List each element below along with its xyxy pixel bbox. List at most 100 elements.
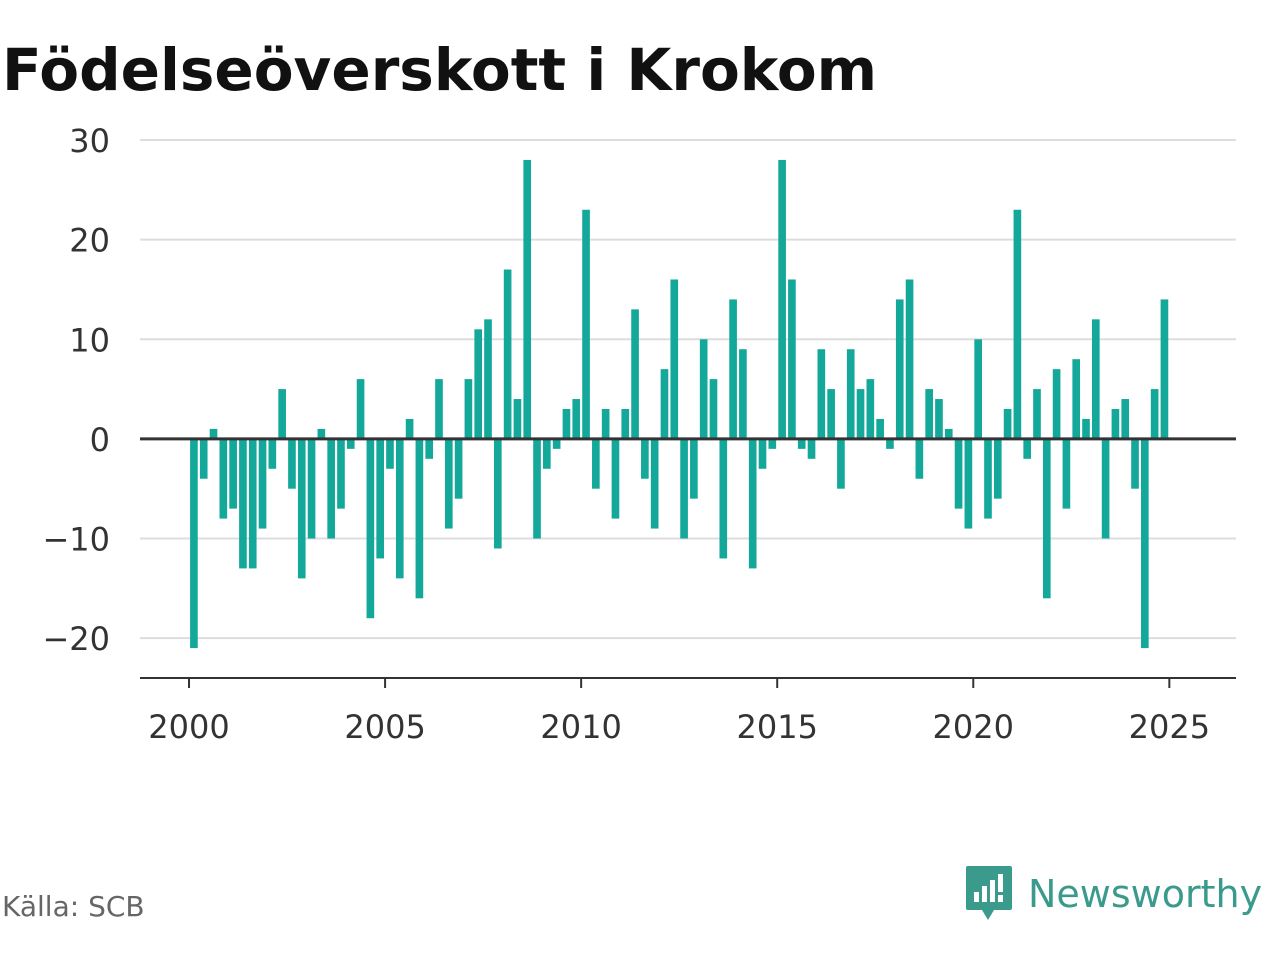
bar xyxy=(1033,389,1041,439)
bar xyxy=(543,438,551,469)
bar xyxy=(817,349,826,439)
bar xyxy=(474,329,483,439)
bar xyxy=(552,438,561,449)
bar xyxy=(788,279,796,439)
bar xyxy=(709,379,718,439)
bar xyxy=(1150,389,1159,439)
bar xyxy=(925,389,933,439)
bar xyxy=(1072,359,1081,439)
bar xyxy=(190,438,198,649)
y-tick-label: 10 xyxy=(69,321,110,359)
bar xyxy=(660,369,669,439)
bar xyxy=(758,438,767,469)
bar xyxy=(974,339,982,439)
newsworthy-logo-icon xyxy=(966,866,1012,920)
bar xyxy=(1111,409,1120,439)
bar xyxy=(582,209,590,439)
bar xyxy=(719,438,728,559)
bar xyxy=(954,438,963,509)
bar xyxy=(327,438,335,539)
bar xyxy=(690,438,698,499)
bar xyxy=(425,438,434,459)
bar xyxy=(454,438,463,499)
x-tick-label: 2015 xyxy=(736,708,817,746)
bar xyxy=(729,299,737,439)
bar xyxy=(405,418,414,439)
bar xyxy=(1023,438,1032,459)
bar xyxy=(797,438,806,449)
bar xyxy=(611,438,620,519)
bar xyxy=(866,379,875,439)
bar xyxy=(533,438,541,539)
bar xyxy=(876,418,884,439)
bar xyxy=(680,438,688,539)
y-axis-tick-labels: 30 20 10 0 −10 −20 xyxy=(42,122,110,658)
bar xyxy=(621,409,630,439)
x-tick-label: 2010 xyxy=(540,708,621,746)
bar xyxy=(1052,369,1061,439)
y-tick-label: −10 xyxy=(42,521,110,559)
bar xyxy=(699,339,708,439)
bar xyxy=(905,279,914,439)
bar xyxy=(209,428,218,439)
axes xyxy=(140,437,1236,679)
bar xyxy=(415,438,424,599)
bar xyxy=(944,428,953,439)
bar xyxy=(395,438,404,579)
y-tick-label: 20 xyxy=(69,222,110,260)
source-label: Källa: SCB xyxy=(2,890,145,923)
bar xyxy=(278,389,286,439)
bar xyxy=(1141,438,1149,649)
bar xyxy=(346,438,355,449)
bar xyxy=(288,438,296,489)
bar xyxy=(297,438,306,579)
bar xyxy=(1121,399,1130,439)
bar xyxy=(631,309,639,439)
brand-logo: Newsworthy xyxy=(964,864,1262,924)
bar xyxy=(239,438,247,569)
bar xyxy=(503,269,512,439)
bar xyxy=(199,438,208,479)
bar xyxy=(837,438,845,489)
y-tick-label: 30 xyxy=(69,122,110,160)
x-axis-tick-labels: 2000 2005 2010 2015 2020 2025 xyxy=(148,678,1210,746)
y-tick-label: 0 xyxy=(90,421,110,459)
bar xyxy=(337,438,345,509)
brand-name: Newsworthy xyxy=(1028,872,1263,916)
bar xyxy=(886,438,894,449)
bar xyxy=(641,438,649,479)
bar xyxy=(1062,438,1071,509)
bar xyxy=(1131,438,1139,489)
chart-title: Födelseöverskott i Krokom xyxy=(2,36,878,104)
bar xyxy=(601,409,610,439)
bar xyxy=(513,399,522,439)
bar xyxy=(748,438,757,569)
bar xyxy=(964,438,973,529)
bar xyxy=(670,279,679,439)
bar xyxy=(1003,409,1012,439)
bar xyxy=(1082,418,1090,439)
bar xyxy=(915,438,924,479)
bar xyxy=(317,428,326,439)
bar xyxy=(1013,209,1022,439)
bar xyxy=(572,399,581,439)
bar xyxy=(435,379,443,439)
gridlines xyxy=(140,139,1236,640)
bar xyxy=(464,379,473,439)
bar xyxy=(1160,299,1169,439)
bar xyxy=(993,438,1002,499)
bar xyxy=(366,438,375,619)
bar xyxy=(846,349,855,439)
bar xyxy=(376,438,385,559)
x-tick-label: 2025 xyxy=(1129,708,1210,746)
x-tick-label: 2020 xyxy=(933,708,1014,746)
bar xyxy=(807,438,816,459)
bar xyxy=(1101,438,1110,539)
bar xyxy=(562,409,571,439)
bar xyxy=(356,379,365,439)
bar xyxy=(444,438,453,529)
bar xyxy=(523,159,532,439)
bar xyxy=(1091,319,1100,439)
bar xyxy=(248,438,257,569)
